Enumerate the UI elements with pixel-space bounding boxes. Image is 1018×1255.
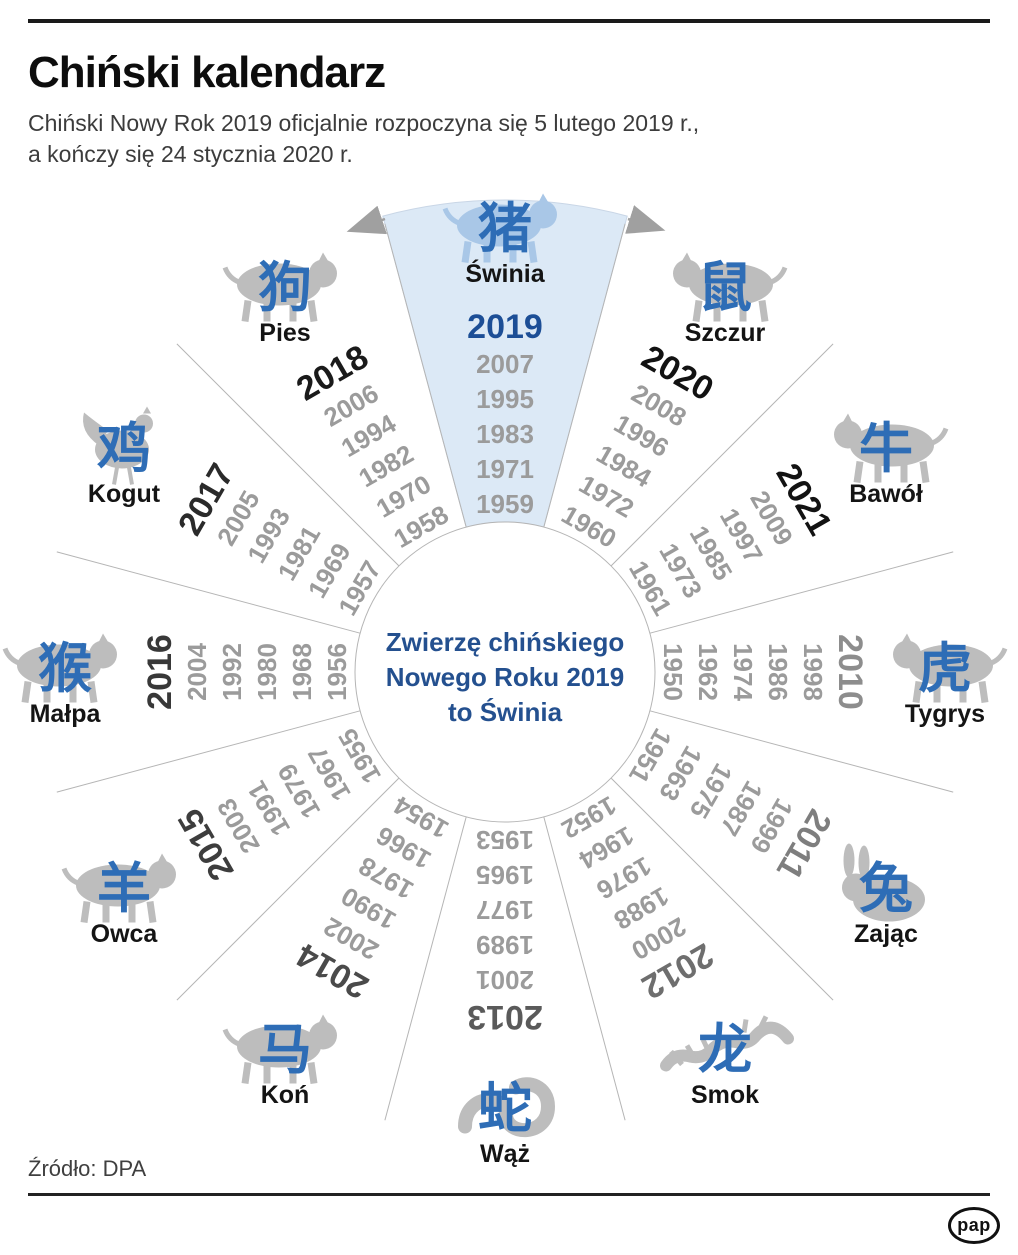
- center-label-line-1: Zwierzę chińskiego: [385, 627, 625, 657]
- chinese-character-tiger: 虎: [918, 639, 972, 699]
- sector-divider-line: [543, 816, 626, 1121]
- rooster-silhouette-icon: [72, 402, 176, 495]
- chinese-character-monkey: 猴: [38, 639, 92, 699]
- animal-name-label: Tygrys: [904, 700, 986, 728]
- wheel-center-label: Zwierzę chińskiego Nowego Roku 2019 to Ś…: [355, 625, 655, 730]
- chinese-character-rooster: 鸡: [97, 419, 151, 479]
- animal-name-label: Koń: [260, 1081, 310, 1109]
- wheel-inner-circle: [354, 521, 656, 823]
- rotation-arrow-left-icon: [346, 205, 387, 235]
- subtitle-line-1: Chiński Nowy Rok 2019 oficjalnie rozpocz…: [28, 110, 700, 136]
- subtitle-line-2: a kończy się 24 stycznia 2020 r.: [28, 141, 353, 167]
- center-label-line-3: to Świnia: [447, 697, 563, 727]
- chinese-character-dragon: 龙: [698, 1020, 752, 1080]
- ox-silhouette-icon: [818, 404, 954, 493]
- past-year: 1983: [476, 419, 534, 449]
- animal-name-label: Szczur: [684, 319, 766, 347]
- animal-name-label: Świnia: [465, 260, 545, 288]
- past-year: 2007: [476, 349, 534, 379]
- top-rule: [28, 19, 990, 23]
- sector-animal-monkey: 猴 Małpa: [0, 633, 160, 728]
- animal-name-label: Smok: [690, 1081, 760, 1109]
- rat-silhouette-icon: [657, 243, 793, 332]
- sector-divider-line: [543, 223, 626, 528]
- chinese-character-dog: 狗: [258, 258, 312, 318]
- past-year: 2001: [476, 965, 534, 995]
- tiger-silhouette-icon: [877, 624, 1013, 713]
- animal-name-label: Kogut: [87, 480, 161, 508]
- rabbit-silhouette-icon: [828, 843, 944, 933]
- sector-animal-ox: 牛 Bawół: [791, 413, 981, 508]
- past-year: 1992: [217, 643, 247, 701]
- animal-name-label: Pies: [259, 319, 311, 347]
- sector-animal-tiger: 虎 Tygrys: [850, 633, 1018, 728]
- sector-animal-rooster: 鸡 Kogut: [29, 406, 219, 508]
- past-year: 1998: [798, 643, 828, 701]
- sector-animal-sheep: 羊 Owca: [29, 853, 219, 948]
- past-year: 2004: [182, 643, 212, 701]
- chinese-character-pig: 猪: [478, 199, 532, 259]
- past-year: 1971: [476, 454, 534, 484]
- chinese-character-rabbit: 兔: [859, 859, 913, 919]
- sector-divider-line: [610, 777, 834, 1001]
- sector-animal-rat: 鼠 Szczur: [630, 252, 820, 347]
- source-credit: Źródło: DPA: [28, 1156, 147, 1181]
- pap-logo: pap: [948, 1207, 1000, 1244]
- dragon-silhouette-icon: [650, 1005, 800, 1094]
- chinese-character-snake: 蛇: [478, 1079, 532, 1139]
- chinese-character-horse: 马: [258, 1020, 312, 1080]
- animal-name-label: Wąż: [480, 1140, 530, 1168]
- past-year: 1959: [476, 489, 534, 519]
- animal-name-label: Zając: [854, 920, 918, 948]
- sector-divider-line: [176, 343, 400, 567]
- chinese-character-ox: 牛: [859, 419, 913, 479]
- horse-silhouette-icon: [217, 1005, 353, 1094]
- rotation-arrow-right-icon: [625, 205, 666, 234]
- sector-animal-snake: 蛇 Wąż: [410, 1077, 600, 1168]
- sector-divider-line: [384, 223, 467, 528]
- lead-year: 2013: [467, 998, 543, 1036]
- sector-divider-line: [56, 710, 361, 793]
- sector-animal-dragon: 龙 Smok: [630, 1015, 820, 1109]
- sector-divider-line: [176, 777, 400, 1001]
- monkey-silhouette-icon: [0, 624, 133, 713]
- sector-divider-line: [56, 551, 361, 634]
- past-year: 1986: [763, 643, 793, 701]
- sector-animal-pig: 猪 Świnia: [410, 193, 600, 288]
- sector-animal-dog: 狗 Pies: [190, 252, 380, 347]
- lead-year: 2019: [467, 308, 543, 346]
- pig-silhouette-icon: [437, 184, 573, 273]
- past-year: 1989: [476, 930, 534, 960]
- animal-name-label: Bawół: [849, 480, 923, 508]
- animal-name-label: Małpa: [29, 700, 101, 728]
- dog-silhouette-icon: [217, 243, 353, 332]
- snake-silhouette-icon: [440, 1063, 570, 1154]
- sector-divider-line: [649, 551, 954, 634]
- page-subtitle: Chiński Nowy Rok 2019 oficjalnie rozpocz…: [28, 108, 699, 170]
- sector-divider-line: [384, 816, 467, 1121]
- sector-divider-line: [649, 710, 954, 793]
- center-label-line-2: Nowego Roku 2019: [385, 662, 625, 692]
- chinese-character-sheep: 羊: [97, 859, 151, 919]
- past-year: 1995: [476, 384, 534, 414]
- animal-name-label: Owca: [90, 920, 158, 948]
- sheep-silhouette-icon: [56, 844, 192, 933]
- chinese-character-rat: 鼠: [698, 258, 752, 318]
- sector-animal-horse: 马 Koń: [190, 1014, 380, 1109]
- sector-divider-line: [610, 343, 834, 567]
- bottom-rule: [28, 1193, 990, 1196]
- sector-animal-rabbit: 兔 Zając: [791, 843, 981, 948]
- page-title: Chiński kalendarz: [28, 48, 386, 97]
